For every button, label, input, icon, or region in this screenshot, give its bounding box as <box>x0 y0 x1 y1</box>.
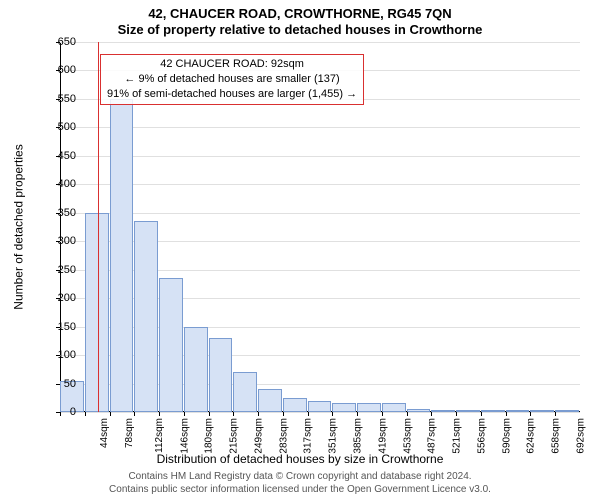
callout-line2: ← 9% of detached houses are smaller (137… <box>107 72 357 87</box>
histogram-bar <box>506 410 530 412</box>
histogram-bar <box>258 389 282 412</box>
chart-title-line1: 42, CHAUCER ROAD, CROWTHORNE, RG45 7QN <box>0 6 600 21</box>
callout-line1: 42 CHAUCER ROAD: 92sqm <box>107 57 357 72</box>
xtick-label: 215sqm <box>229 418 240 454</box>
gridline <box>60 412 580 413</box>
histogram-bar <box>184 327 208 412</box>
ytick-label: 250 <box>36 264 76 276</box>
xtick-label: 146sqm <box>179 418 190 454</box>
ytick-label: 200 <box>36 292 76 304</box>
ytick-label: 450 <box>36 150 76 162</box>
histogram-bar <box>555 410 579 412</box>
xtick-mark <box>233 412 234 416</box>
histogram-chart: 42, CHAUCER ROAD, CROWTHORNE, RG45 7QN S… <box>0 0 600 500</box>
footer-line2: Contains public sector information licen… <box>0 483 600 496</box>
histogram-bar <box>283 398 307 412</box>
marker-callout: 42 CHAUCER ROAD: 92sqm← 9% of detached h… <box>100 54 364 105</box>
xtick-label: 624sqm <box>526 418 537 454</box>
xtick-label: 419sqm <box>377 418 388 454</box>
histogram-bar <box>431 410 455 412</box>
footer-line1: Contains HM Land Registry data © Crown c… <box>0 470 600 483</box>
xtick-mark <box>184 412 185 416</box>
histogram-bar <box>308 401 332 412</box>
gridline <box>60 42 580 43</box>
ytick-label: 600 <box>36 64 76 76</box>
xtick-mark <box>382 412 383 416</box>
histogram-bar <box>134 221 158 412</box>
xtick-mark <box>431 412 432 416</box>
xtick-label: 658sqm <box>551 418 562 454</box>
histogram-bar <box>481 410 505 412</box>
xtick-mark <box>209 412 210 416</box>
xtick-mark <box>555 412 556 416</box>
ytick-label: 350 <box>36 207 76 219</box>
ytick-label: 550 <box>36 93 76 105</box>
ytick-label: 100 <box>36 349 76 361</box>
xtick-label: 521sqm <box>452 418 463 454</box>
xtick-mark <box>258 412 259 416</box>
histogram-bar <box>407 409 431 412</box>
xtick-label: 283sqm <box>278 418 289 454</box>
xtick-label: 44sqm <box>99 418 110 448</box>
xtick-mark <box>308 412 309 416</box>
histogram-bar <box>233 372 257 412</box>
xtick-label: 556sqm <box>476 418 487 454</box>
histogram-bar <box>530 410 554 412</box>
ytick-label: 50 <box>36 378 76 390</box>
chart-title-line2: Size of property relative to detached ho… <box>0 22 600 37</box>
chart-footer: Contains HM Land Registry data © Crown c… <box>0 470 600 496</box>
xtick-label: 453sqm <box>402 418 413 454</box>
gridline <box>60 213 580 214</box>
histogram-bar <box>357 403 381 412</box>
xtick-mark <box>159 412 160 416</box>
x-axis-label: Distribution of detached houses by size … <box>0 452 600 466</box>
xtick-label: 249sqm <box>254 418 265 454</box>
xtick-mark <box>407 412 408 416</box>
xtick-mark <box>110 412 111 416</box>
xtick-label: 317sqm <box>303 418 314 454</box>
xtick-mark <box>134 412 135 416</box>
xtick-mark <box>530 412 531 416</box>
xtick-mark <box>481 412 482 416</box>
xtick-label: 692sqm <box>575 418 586 454</box>
ytick-label: 400 <box>36 178 76 190</box>
xtick-label: 351sqm <box>328 418 339 454</box>
xtick-label: 487sqm <box>427 418 438 454</box>
histogram-bar <box>456 410 480 412</box>
y-axis-label: Number of detached properties <box>12 42 26 412</box>
xtick-mark <box>85 412 86 416</box>
histogram-bar <box>209 338 233 412</box>
xtick-mark <box>332 412 333 416</box>
xtick-mark <box>456 412 457 416</box>
xtick-label: 590sqm <box>501 418 512 454</box>
xtick-label: 385sqm <box>353 418 364 454</box>
callout-line3: 91% of semi-detached houses are larger (… <box>107 87 357 102</box>
marker-line <box>98 42 99 412</box>
gridline <box>60 156 580 157</box>
xtick-mark <box>283 412 284 416</box>
xtick-label: 78sqm <box>124 418 135 448</box>
ytick-label: 150 <box>36 321 76 333</box>
histogram-bar <box>159 278 183 412</box>
gridline <box>60 127 580 128</box>
xtick-mark <box>357 412 358 416</box>
ytick-label: 0 <box>36 406 76 418</box>
xtick-label: 112sqm <box>154 418 165 453</box>
ytick-label: 300 <box>36 235 76 247</box>
gridline <box>60 184 580 185</box>
histogram-bar <box>85 213 109 412</box>
ytick-label: 500 <box>36 121 76 133</box>
histogram-bar <box>332 403 356 412</box>
xtick-label: 180sqm <box>204 418 215 454</box>
ytick-label: 650 <box>36 36 76 48</box>
histogram-bar <box>110 99 134 412</box>
histogram-bar <box>382 403 406 412</box>
xtick-mark <box>506 412 507 416</box>
